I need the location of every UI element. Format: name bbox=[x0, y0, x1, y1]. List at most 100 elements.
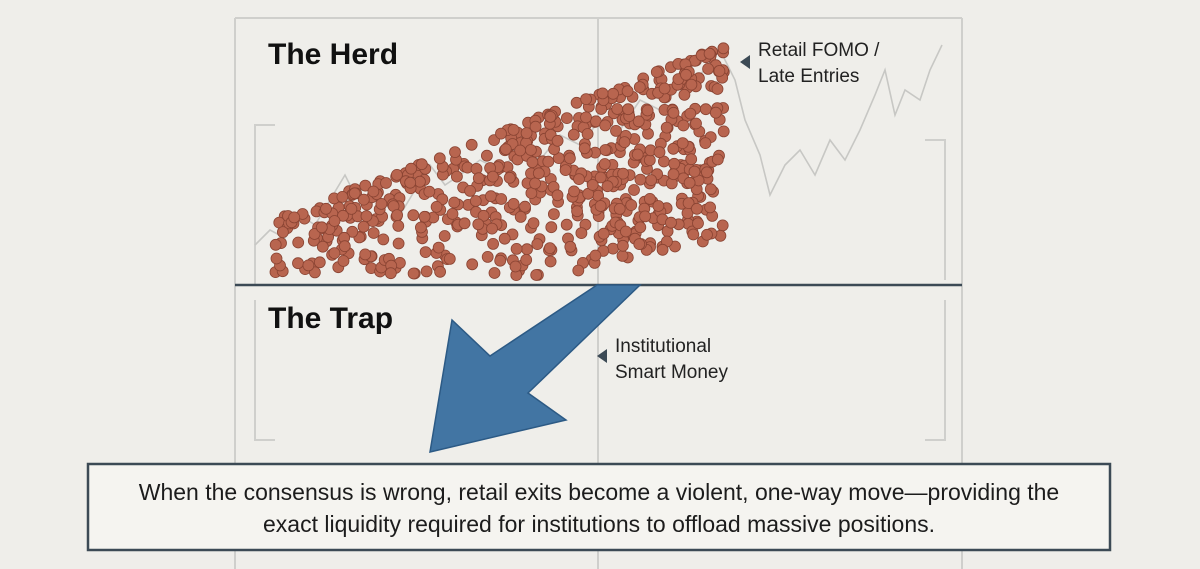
caption-box bbox=[86, 462, 1112, 552]
dot bbox=[564, 152, 576, 165]
dot bbox=[571, 205, 583, 218]
dot bbox=[680, 68, 692, 81]
dot bbox=[499, 143, 512, 156]
dot bbox=[446, 207, 459, 220]
dot bbox=[634, 221, 647, 234]
dot bbox=[480, 149, 493, 162]
dot bbox=[519, 200, 531, 213]
dot bbox=[414, 221, 427, 234]
dot bbox=[598, 158, 611, 170]
dot bbox=[544, 111, 557, 123]
dot bbox=[704, 183, 717, 196]
dot bbox=[548, 208, 560, 221]
dot bbox=[701, 228, 713, 241]
dot bbox=[551, 134, 564, 147]
dot bbox=[418, 210, 431, 223]
dot-cloud bbox=[269, 42, 730, 282]
dot bbox=[601, 180, 614, 193]
dot bbox=[472, 218, 485, 231]
dot bbox=[594, 171, 607, 184]
dot bbox=[391, 209, 404, 222]
dot bbox=[704, 201, 716, 214]
dot bbox=[346, 225, 359, 238]
dot bbox=[632, 115, 645, 128]
dot bbox=[377, 233, 390, 246]
dot bbox=[618, 136, 631, 149]
dot bbox=[449, 146, 461, 159]
dot bbox=[645, 174, 657, 187]
dot bbox=[464, 184, 477, 197]
dot bbox=[477, 209, 490, 222]
herd-title: The Herd bbox=[268, 38, 398, 71]
dot bbox=[392, 237, 405, 250]
dot bbox=[367, 185, 380, 198]
dot bbox=[469, 195, 482, 207]
dot bbox=[514, 144, 526, 157]
dot bbox=[701, 166, 713, 179]
dot bbox=[644, 192, 656, 205]
dot bbox=[525, 144, 537, 156]
dot bbox=[586, 179, 599, 191]
annotation: Institutional bbox=[615, 336, 711, 357]
caption: exact liquidity required for institution… bbox=[263, 511, 935, 537]
dot bbox=[667, 142, 680, 155]
dot bbox=[567, 128, 580, 141]
dot bbox=[415, 158, 428, 171]
dot bbox=[486, 170, 499, 183]
dot bbox=[521, 243, 533, 256]
dot bbox=[687, 228, 700, 241]
dot bbox=[360, 210, 373, 223]
dot bbox=[564, 240, 577, 253]
dot bbox=[639, 210, 651, 223]
dot bbox=[717, 42, 730, 55]
trap-title: The Trap bbox=[268, 302, 393, 335]
dot bbox=[691, 202, 703, 215]
dot bbox=[465, 138, 478, 151]
dot bbox=[702, 63, 714, 75]
dot bbox=[434, 265, 447, 278]
dot bbox=[466, 258, 479, 271]
dot bbox=[448, 196, 461, 209]
dot bbox=[617, 167, 629, 180]
dot bbox=[270, 252, 283, 265]
dot bbox=[336, 190, 349, 203]
dot bbox=[631, 148, 644, 161]
dot bbox=[420, 265, 433, 278]
dot bbox=[620, 225, 632, 238]
dot bbox=[348, 187, 361, 200]
dot bbox=[337, 209, 349, 222]
dot bbox=[407, 209, 420, 222]
dot bbox=[292, 257, 304, 270]
dot bbox=[578, 142, 591, 155]
dot bbox=[573, 173, 585, 186]
dot bbox=[345, 202, 358, 215]
dot bbox=[320, 202, 332, 215]
dot bbox=[634, 173, 647, 186]
dot bbox=[711, 83, 724, 95]
dot bbox=[495, 193, 508, 205]
dot bbox=[472, 172, 485, 185]
dot bbox=[551, 189, 564, 202]
dot bbox=[384, 267, 397, 280]
dot bbox=[683, 176, 696, 189]
dot bbox=[611, 103, 624, 115]
dot bbox=[404, 176, 417, 189]
arrow bbox=[429, 284, 642, 453]
dot bbox=[678, 88, 691, 101]
dot bbox=[676, 137, 689, 150]
marker bbox=[597, 349, 607, 363]
dot bbox=[613, 202, 626, 215]
dot bbox=[685, 78, 698, 91]
dot bbox=[530, 269, 543, 281]
dot bbox=[544, 255, 557, 268]
dot bbox=[302, 259, 315, 272]
caption: When the consensus is wrong, retail exit… bbox=[139, 479, 1059, 505]
dot bbox=[545, 221, 558, 234]
dot bbox=[337, 255, 350, 267]
dot bbox=[380, 177, 392, 189]
dot bbox=[688, 165, 701, 178]
dot bbox=[622, 103, 634, 116]
dot bbox=[487, 237, 500, 250]
dot bbox=[315, 221, 328, 234]
